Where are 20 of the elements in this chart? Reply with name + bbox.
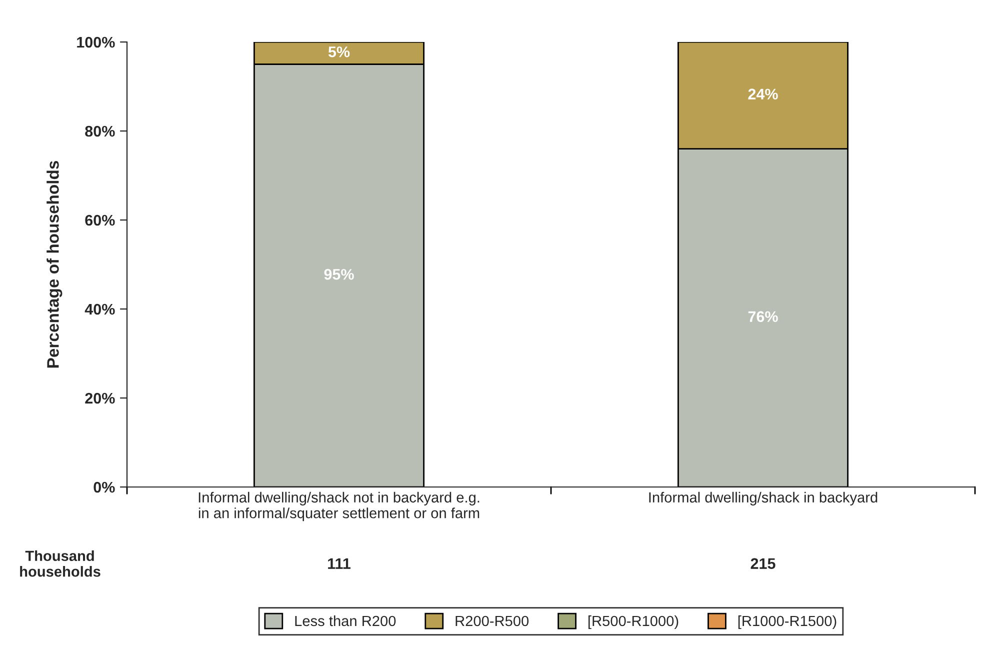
text: 111 (328, 558, 350, 569)
y-tick-label: 60% (85, 214, 115, 226)
y-tick-label: 40% (84, 304, 115, 315)
y-tick-label: 100% (77, 36, 115, 48)
legend-label: [R500-R1000) (588, 615, 678, 630)
data-label: 24% (748, 88, 778, 100)
y-tick-label: 80% (85, 126, 115, 137)
legend-label: [R1000-R1500) (738, 615, 836, 630)
data-label: 95% (324, 268, 354, 280)
y-tick-label: 20% (85, 392, 115, 404)
data-label: 5% (328, 46, 350, 58)
text: 215 (750, 558, 776, 569)
legend-label: Less than R200 (295, 615, 396, 626)
y-axis-title: Percentage of households (46, 160, 62, 368)
text: Thousand households (20, 550, 100, 577)
legend-label: R200-R500 (456, 616, 529, 626)
x-tick-label: Informal dwelling/shack in backyard (649, 492, 878, 506)
y-tick-label: 0% (94, 482, 115, 493)
data-label: 76% (748, 311, 778, 322)
x-tick-label: Informal dwelling/shack not in backyard e.g. in an informal/squater settlement or on farm (198, 492, 480, 522)
